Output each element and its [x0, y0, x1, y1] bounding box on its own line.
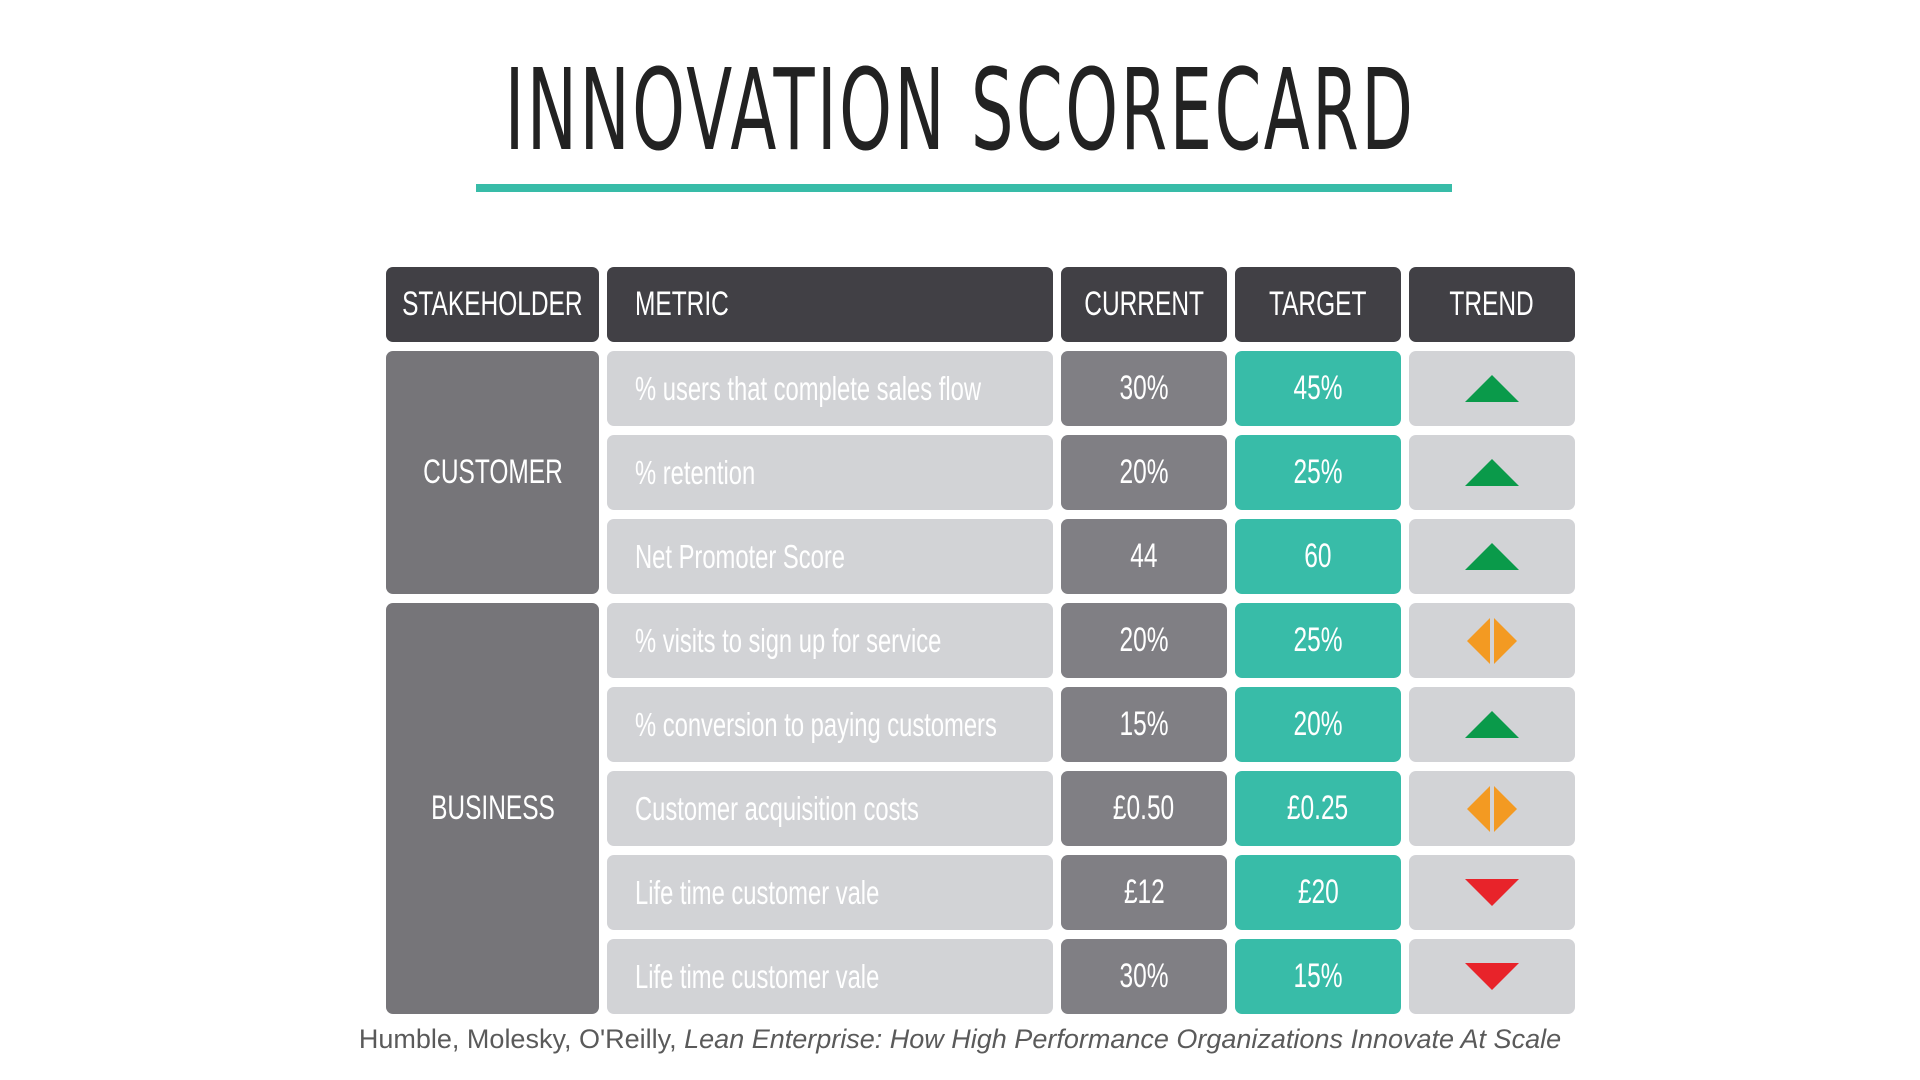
- target-cell: 60: [1235, 519, 1401, 594]
- target-value: 60: [1304, 537, 1332, 575]
- current-value: 30%: [1119, 369, 1169, 407]
- title-underline: [476, 184, 1452, 192]
- up-triangle-icon: [1465, 543, 1519, 570]
- metric-cell: % users that complete sales flow: [607, 351, 1053, 426]
- trend-cell: [1409, 855, 1575, 930]
- flat-diamond-icon: [1467, 785, 1517, 832]
- metric-label: % retention: [635, 453, 756, 491]
- header-trend-label: TREND: [1449, 285, 1535, 323]
- header-target-label: TARGET: [1269, 285, 1367, 323]
- target-cell: 25%: [1235, 435, 1401, 510]
- target-cell: £20: [1235, 855, 1401, 930]
- trend-cell: [1409, 435, 1575, 510]
- stakeholder-label: CUSTOMER: [422, 453, 563, 491]
- header-trend: TREND: [1409, 267, 1575, 342]
- stakeholder-customer: CUSTOMER: [386, 351, 599, 594]
- down-triangle-icon: [1465, 963, 1519, 990]
- metric-label: % conversion to paying customers: [635, 705, 997, 743]
- metric-label: % visits to sign up for service: [635, 621, 942, 659]
- header-current-label: CURRENT: [1084, 285, 1204, 323]
- current-cell: 15%: [1061, 687, 1227, 762]
- header-metric: METRIC: [607, 267, 1053, 342]
- source-caption: Humble, Molesky, O'Reilly, Lean Enterpri…: [0, 1024, 1920, 1055]
- current-cell: 30%: [1061, 351, 1227, 426]
- target-cell: 25%: [1235, 603, 1401, 678]
- trend-cell: [1409, 351, 1575, 426]
- trend-cell: [1409, 519, 1575, 594]
- target-cell: 20%: [1235, 687, 1401, 762]
- trend-cell: [1409, 687, 1575, 762]
- current-value: 44: [1130, 537, 1158, 575]
- metric-cell: % conversion to paying customers: [607, 687, 1053, 762]
- trend-cell: [1409, 771, 1575, 846]
- header-metric-label: METRIC: [635, 285, 729, 323]
- trend-cell: [1409, 939, 1575, 1014]
- metric-label: Net Promoter Score: [635, 537, 845, 575]
- target-value: £20: [1297, 873, 1339, 911]
- target-value: 15%: [1293, 957, 1343, 995]
- metric-cell: % retention: [607, 435, 1053, 510]
- down-triangle-icon: [1465, 879, 1519, 906]
- header-current: CURRENT: [1061, 267, 1227, 342]
- current-value: 15%: [1119, 705, 1169, 743]
- current-cell: 44: [1061, 519, 1227, 594]
- page-title: INNOVATION SCORECARD: [504, 46, 1416, 176]
- caption-book-title: Lean Enterprise: How High Performance Or…: [684, 1024, 1562, 1054]
- current-cell: 20%: [1061, 603, 1227, 678]
- header-stakeholder: STAKEHOLDER: [386, 267, 599, 342]
- caption-authors: Humble, Molesky, O'Reilly,: [358, 1024, 677, 1054]
- metric-cell: Customer acquisition costs: [607, 771, 1053, 846]
- metric-cell: % visits to sign up for service: [607, 603, 1053, 678]
- scorecard-table: STAKEHOLDER METRIC CURRENT TARGET TREND …: [386, 267, 1575, 1014]
- target-value: £0.25: [1287, 789, 1349, 827]
- current-value: 20%: [1119, 621, 1169, 659]
- metric-label: Life time customer vale: [635, 957, 880, 995]
- current-value: 30%: [1119, 957, 1169, 995]
- target-value: 25%: [1293, 453, 1343, 491]
- current-cell: £12: [1061, 855, 1227, 930]
- metric-label: Life time customer vale: [635, 873, 880, 911]
- header-stakeholder-label: STAKEHOLDER: [402, 285, 583, 323]
- metric-cell: Net Promoter Score: [607, 519, 1053, 594]
- current-cell: £0.50: [1061, 771, 1227, 846]
- target-cell: 45%: [1235, 351, 1401, 426]
- target-value: 20%: [1293, 705, 1343, 743]
- target-value: 45%: [1293, 369, 1343, 407]
- metric-cell: Life time customer vale: [607, 939, 1053, 1014]
- up-triangle-icon: [1465, 711, 1519, 738]
- target-value: 25%: [1293, 621, 1343, 659]
- flat-diamond-icon: [1467, 617, 1517, 664]
- metric-cell: Life time customer vale: [607, 855, 1053, 930]
- metric-label: % users that complete sales flow: [635, 369, 981, 407]
- current-value: £0.50: [1113, 789, 1175, 827]
- current-cell: 20%: [1061, 435, 1227, 510]
- target-cell: £0.25: [1235, 771, 1401, 846]
- metric-label: Customer acquisition costs: [635, 789, 919, 827]
- up-triangle-icon: [1465, 459, 1519, 486]
- stakeholder-business: BUSINESS: [386, 603, 599, 1014]
- up-triangle-icon: [1465, 375, 1519, 402]
- current-value: £12: [1123, 873, 1165, 911]
- current-value: 20%: [1119, 453, 1169, 491]
- target-cell: 15%: [1235, 939, 1401, 1014]
- trend-cell: [1409, 603, 1575, 678]
- current-cell: 30%: [1061, 939, 1227, 1014]
- stakeholder-label: BUSINESS: [430, 789, 555, 827]
- header-target: TARGET: [1235, 267, 1401, 342]
